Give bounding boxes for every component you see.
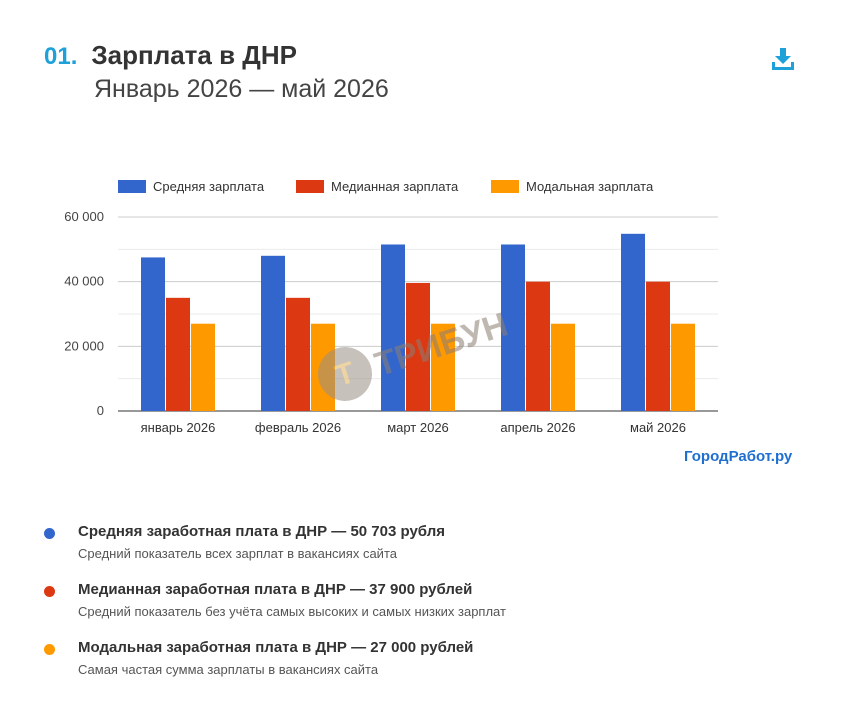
note-description: Средний показатель всех зарплат в ваканс… <box>78 546 397 561</box>
bar <box>166 297 190 411</box>
x-tick-label: май 2026 <box>630 420 686 435</box>
legend-swatch <box>491 180 519 193</box>
legend-label: Медианная зарплата <box>331 179 459 194</box>
bar <box>621 233 645 411</box>
y-tick-label: 40 000 <box>64 274 104 289</box>
watermark-logo-icon <box>318 347 372 401</box>
bar <box>286 297 310 411</box>
bar <box>191 323 215 411</box>
y-tick-label: 0 <box>97 403 104 418</box>
source-logo[interactable]: ГородРабот.ру <box>684 448 793 465</box>
bar <box>406 282 430 411</box>
legend-label: Модальная зарплата <box>526 179 654 194</box>
bar-chart: Средняя зарплата Медианная зарплата Модаль… <box>64 179 718 435</box>
note-title: Средняя заработная плата в ДНР — 50 703 … <box>78 523 445 540</box>
note-item: Средняя заработная плата в ДНР — 50 703 … <box>44 522 506 563</box>
legend-label: Средняя зарплата <box>153 179 265 194</box>
bar <box>501 244 525 411</box>
note-item: Медианная заработная плата в ДНР — 37 90… <box>44 580 506 621</box>
bar <box>261 255 285 411</box>
bar <box>431 323 455 411</box>
download-icon <box>772 48 794 70</box>
bullet-dot-icon <box>44 644 55 655</box>
note-description: Средний показатель без учёта самых высок… <box>78 604 506 619</box>
page-subtitle: Январь 2026 — май 2026 <box>94 75 389 103</box>
bar <box>381 244 405 411</box>
legend-swatch <box>296 180 324 193</box>
download-button[interactable] <box>770 46 796 72</box>
bullet-dot-icon <box>44 528 55 539</box>
section-number: 01. <box>44 43 78 70</box>
x-tick-label: апрель 2026 <box>500 420 575 435</box>
bullet-dot-icon <box>44 586 55 597</box>
x-tick-label: январь 2026 <box>141 420 216 435</box>
note-title: Медианная заработная плата в ДНР — 37 90… <box>78 581 473 598</box>
x-tick-label: март 2026 <box>387 420 449 435</box>
x-tick-label: февраль 2026 <box>255 420 341 435</box>
page-title: Зарплата в ДНР <box>91 40 297 70</box>
note-item: Модальная заработная плата в ДНР — 27 00… <box>44 638 506 679</box>
legend-swatch <box>118 180 146 193</box>
bar <box>526 281 550 411</box>
title-row: 01. Зарплата в ДНР <box>44 40 389 71</box>
bar <box>646 281 670 411</box>
y-tick-label: 60 000 <box>64 209 104 224</box>
notes-list: Средняя заработная плата в ДНР — 50 703 … <box>44 522 506 696</box>
note-title: Модальная заработная плата в ДНР — 27 00… <box>78 639 474 656</box>
header: 01. Зарплата в ДНР Январь 2026 — май 202… <box>44 40 389 104</box>
bar <box>671 323 695 411</box>
bar <box>551 323 575 411</box>
y-tick-label: 20 000 <box>64 338 104 353</box>
bar <box>141 257 165 411</box>
note-description: Самая частая сумма зарплаты в вакансиях … <box>78 662 379 677</box>
